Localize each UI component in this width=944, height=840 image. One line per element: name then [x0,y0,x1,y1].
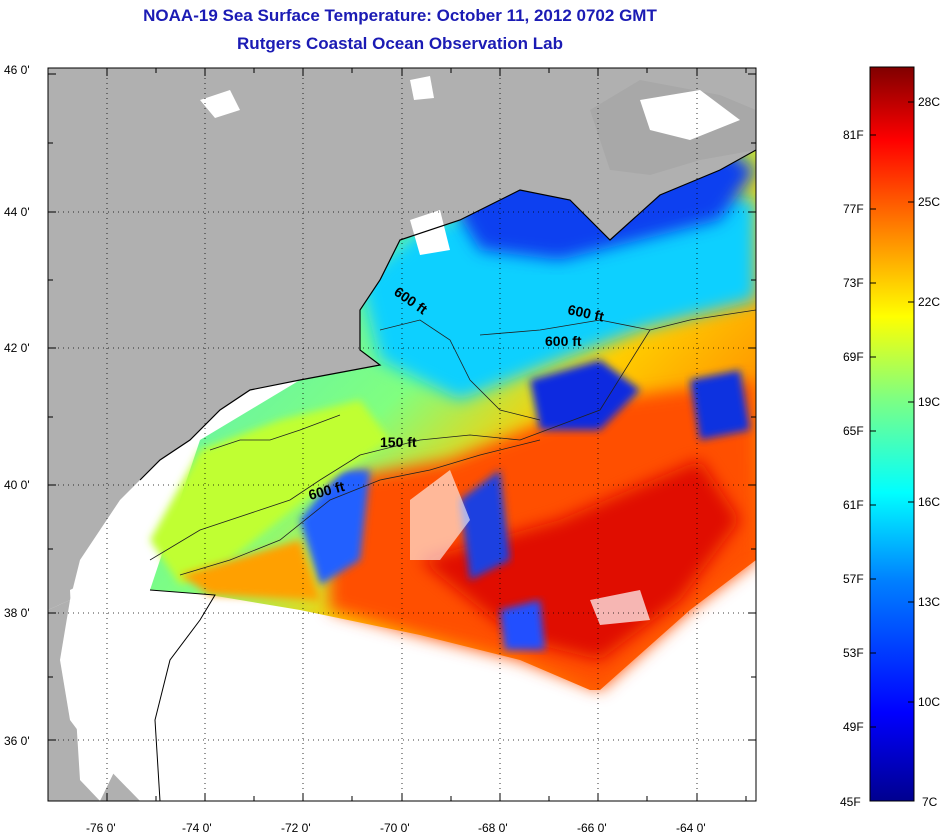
sst-data-layer [150,110,756,690]
lon-label: -68 0' [478,821,508,835]
colorbar-label-f: 69F [843,350,864,364]
colorbar-label-c: 7C [922,795,938,809]
colorbar-label-f: 45F [840,795,861,809]
map-area: 600 ft 600 ft 600 ft 150 ft 600 ft [48,68,756,801]
colorbar-label-c: 19C [918,395,940,409]
bathymetry-contours [149,309,756,576]
latitude-labels: 46 0' 44 0' 42 0' 40 0' 38 0' 36 0' [4,63,30,748]
colorbar-gradient [869,66,915,802]
colorbar-label-f: 57F [843,572,864,586]
colorbar-label-c: 22C [918,295,940,309]
coastline [139,149,756,481]
colorbar-label-c: 10C [918,695,940,709]
colorbar-fahrenheit-labels: 81F 77F 73F 69F 65F 61F 57F 53F 49F 45F [840,128,864,809]
longitude-labels: -76 0' -74 0' -72 0' -70 0' -68 0' -66 0… [86,821,706,835]
lat-label: 42 0' [4,341,30,355]
colorbar-label-f: 73F [843,276,864,290]
lon-label: -72 0' [281,821,311,835]
colorbar-label-f: 65F [843,424,864,438]
colorbar-label-f: 49F [843,720,864,734]
colorbar-celsius-labels: 28C 25C 22C 19C 16C 13C 10C 7C [918,95,940,809]
lon-label: -76 0' [86,821,116,835]
lat-label: 40 0' [4,478,30,492]
colorbar-label-f: 77F [843,202,864,216]
coastline-south [149,589,216,801]
colorbar-label-c: 28C [918,95,940,109]
graticule [48,68,756,801]
colorbar-label-c: 25C [918,195,940,209]
clouds-lakes [70,76,740,801]
lon-label: -66 0' [577,821,607,835]
axis-ticks [48,68,756,801]
colorbar-label-c: 13C [918,595,940,609]
contour-label: 600 ft [566,301,605,324]
colorbar-label-f: 81F [843,128,864,142]
colorbar-label-c: 16C [918,495,940,509]
map-subtitle: Rutgers Coastal Ocean Observation Lab [237,34,563,53]
lon-label: -70 0' [380,821,410,835]
lat-label: 38 0' [4,606,30,620]
colorbar: 81F 77F 73F 69F 65F 61F 57F 53F 49F 45F … [840,66,940,809]
lat-label: 44 0' [4,205,30,219]
map-title: NOAA-19 Sea Surface Temperature: October… [143,6,657,25]
lat-label: 46 0' [4,63,30,77]
lon-label: -64 0' [676,821,706,835]
lat-label: 36 0' [4,734,30,748]
colorbar-label-f: 61F [843,498,864,512]
lon-label: -74 0' [182,821,212,835]
contour-label: 600 ft [545,333,582,349]
contour-label: 150 ft [380,434,417,450]
colorbar-label-f: 53F [843,646,864,660]
